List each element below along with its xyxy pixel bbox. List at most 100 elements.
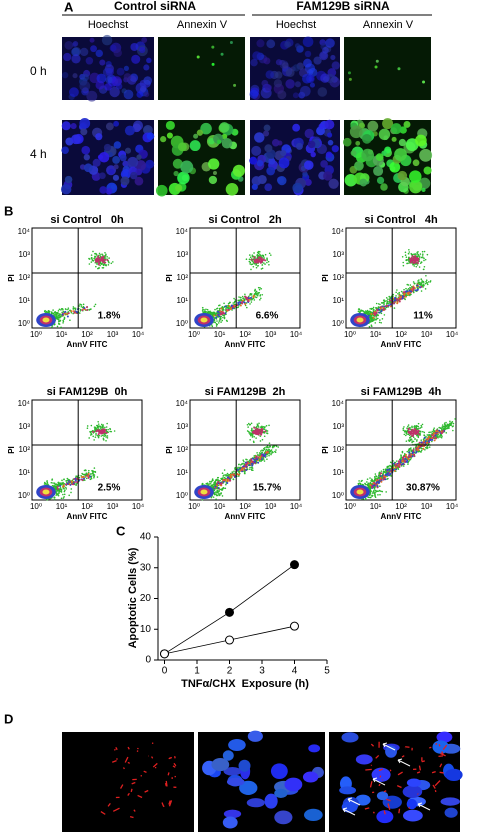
event xyxy=(262,262,265,264)
event xyxy=(65,480,67,482)
micrograph xyxy=(249,36,341,100)
event xyxy=(370,478,373,480)
event xyxy=(415,430,418,433)
event xyxy=(244,461,247,464)
x-tick-label: 10⁰ xyxy=(188,502,200,511)
event xyxy=(245,458,247,461)
cell xyxy=(225,182,239,196)
event xyxy=(268,442,271,444)
y-axis-label: PI xyxy=(7,274,16,282)
event xyxy=(97,255,100,258)
cell xyxy=(220,52,224,56)
event xyxy=(251,457,254,460)
cell xyxy=(320,73,330,83)
cell xyxy=(304,160,314,170)
event xyxy=(417,280,419,282)
event xyxy=(405,431,408,434)
cell xyxy=(423,166,432,175)
cell xyxy=(80,128,88,136)
event xyxy=(244,293,246,296)
x-axis-label: AnnV FITC xyxy=(225,512,266,521)
event xyxy=(422,253,424,256)
event xyxy=(441,424,444,426)
event xyxy=(85,473,87,476)
event xyxy=(81,306,84,309)
event xyxy=(242,459,245,461)
event xyxy=(372,316,375,319)
cell xyxy=(113,164,119,170)
cell xyxy=(98,151,110,163)
event xyxy=(418,427,420,430)
event xyxy=(382,472,385,474)
event xyxy=(267,260,270,263)
event xyxy=(416,425,419,427)
event xyxy=(399,459,402,462)
event xyxy=(418,266,421,268)
event xyxy=(249,303,251,305)
micrograph xyxy=(249,119,340,196)
event xyxy=(393,307,396,309)
event xyxy=(445,432,448,434)
event xyxy=(60,489,63,492)
event xyxy=(268,448,270,451)
y-tick-label: 10² xyxy=(332,273,344,282)
event xyxy=(105,440,107,442)
event xyxy=(260,268,263,270)
event xyxy=(229,475,232,478)
event xyxy=(89,473,92,475)
cell xyxy=(254,132,265,143)
column-label: Hoechst xyxy=(88,19,128,31)
event xyxy=(252,261,255,264)
x-tick-label: 10¹ xyxy=(56,330,68,339)
cell xyxy=(127,156,139,168)
event xyxy=(97,267,99,270)
cell xyxy=(119,154,127,162)
event xyxy=(440,436,443,439)
event xyxy=(63,478,65,480)
event xyxy=(56,493,59,496)
event xyxy=(226,309,229,312)
event xyxy=(454,418,456,420)
column-label: Hoechst xyxy=(276,19,316,31)
event xyxy=(250,296,253,299)
plot-title: si Control 4h xyxy=(364,214,438,226)
event xyxy=(213,482,215,484)
event xyxy=(218,315,221,318)
event xyxy=(253,252,255,254)
event xyxy=(385,305,388,308)
cell xyxy=(277,176,287,186)
event xyxy=(407,463,409,465)
event xyxy=(244,304,247,307)
event xyxy=(220,307,223,310)
event xyxy=(60,482,62,484)
event xyxy=(385,491,387,493)
event xyxy=(234,466,237,469)
cell xyxy=(89,37,95,43)
scatter-cloud xyxy=(194,250,272,328)
event xyxy=(264,263,266,265)
event xyxy=(405,456,408,459)
event xyxy=(237,473,240,476)
event xyxy=(398,465,401,468)
cell xyxy=(389,161,401,173)
cell xyxy=(83,154,90,161)
event xyxy=(257,265,259,267)
event xyxy=(250,432,253,435)
event xyxy=(86,425,89,427)
event xyxy=(103,435,106,437)
event xyxy=(253,435,255,438)
event xyxy=(257,286,260,289)
cell xyxy=(285,79,295,89)
event xyxy=(248,432,251,434)
percent-label: 15.7% xyxy=(253,483,281,494)
event xyxy=(411,426,413,429)
event xyxy=(256,258,259,261)
event xyxy=(425,435,427,438)
event xyxy=(252,265,255,268)
event xyxy=(244,464,247,467)
plot-frame xyxy=(345,227,457,329)
cell xyxy=(284,41,292,48)
event xyxy=(370,479,372,482)
event xyxy=(212,496,215,498)
event xyxy=(211,484,213,487)
